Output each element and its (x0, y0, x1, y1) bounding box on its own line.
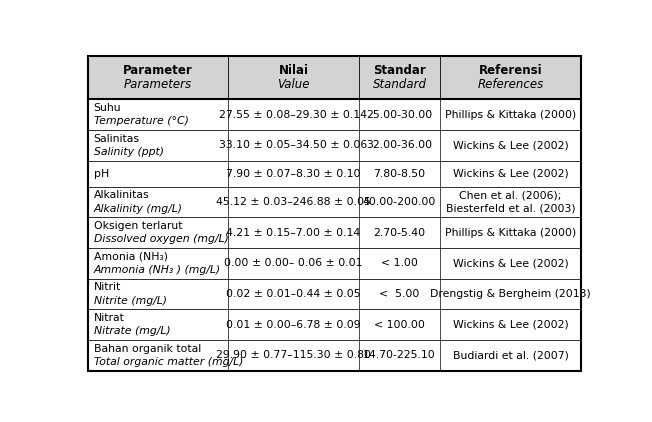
Text: 0.01 ± 0.00–6.78 ± 0.09: 0.01 ± 0.00–6.78 ± 0.09 (226, 320, 361, 330)
Text: Wickins & Lee (2002): Wickins & Lee (2002) (452, 169, 569, 179)
Text: Total organic matter (mg/L): Total organic matter (mg/L) (94, 357, 243, 367)
Text: Budiardi et al. (2007): Budiardi et al. (2007) (452, 350, 569, 360)
Text: 7.90 ± 0.07–8.30 ± 0.10: 7.90 ± 0.07–8.30 ± 0.10 (226, 169, 361, 179)
Bar (87, 99, 581, 130)
Text: Biesterfeld et al. (2003): Biesterfeld et al. (2003) (446, 203, 575, 213)
Text: Parameter: Parameter (123, 64, 193, 77)
Bar (87, 56, 581, 99)
Text: Alkalinitas: Alkalinitas (94, 190, 149, 200)
Text: 27.55 ± 0.08–29.30 ± 0.14: 27.55 ± 0.08–29.30 ± 0.14 (220, 110, 368, 120)
Text: Temperature (°C): Temperature (°C) (94, 116, 188, 127)
Text: Suhu: Suhu (94, 103, 121, 113)
Text: Referensi: Referensi (479, 64, 542, 77)
Text: < 1.00: < 1.00 (381, 258, 418, 268)
Text: Nitrate (mg/L): Nitrate (mg/L) (94, 327, 170, 336)
Text: Phillips & Kittaka (2000): Phillips & Kittaka (2000) (445, 228, 576, 238)
Text: Salinity (ppt): Salinity (ppt) (94, 147, 164, 157)
Bar (87, 279, 581, 309)
Text: 45.12 ± 0.03–246.88 ± 0.05: 45.12 ± 0.03–246.88 ± 0.05 (216, 197, 371, 207)
Text: < 100.00: < 100.00 (374, 320, 425, 330)
Text: Wickins & Lee (2002): Wickins & Lee (2002) (452, 258, 569, 268)
Bar (87, 248, 581, 279)
Text: Drengstig & Bergheim (2013): Drengstig & Bergheim (2013) (430, 289, 591, 299)
Text: 14.70-225.10: 14.70-225.10 (363, 350, 436, 360)
Text: Parameters: Parameters (124, 78, 192, 91)
Bar (87, 217, 581, 248)
Text: 33.10 ± 0.05–34.50 ± 0.06: 33.10 ± 0.05–34.50 ± 0.06 (219, 141, 368, 150)
Text: Chen et al. (2006);: Chen et al. (2006); (459, 191, 561, 201)
Text: Phillips & Kittaka (2000): Phillips & Kittaka (2000) (445, 110, 576, 120)
Text: Amonia (NH₃): Amonia (NH₃) (94, 252, 168, 262)
Bar (87, 187, 581, 217)
Text: 40.00-200.00: 40.00-200.00 (363, 197, 436, 207)
Text: Standar: Standar (373, 64, 426, 77)
Text: Wickins & Lee (2002): Wickins & Lee (2002) (452, 320, 569, 330)
Text: Bahan organik total: Bahan organik total (94, 344, 201, 354)
Bar (87, 130, 581, 161)
Text: <  5.00: < 5.00 (379, 289, 420, 299)
Text: Dissolved oxygen (mg/L): Dissolved oxygen (mg/L) (94, 235, 228, 244)
Bar (87, 340, 581, 371)
Bar (87, 161, 581, 187)
Text: 32.00-36.00: 32.00-36.00 (366, 141, 432, 150)
Text: Wickins & Lee (2002): Wickins & Lee (2002) (452, 141, 569, 150)
Text: 0.02 ± 0.01–0.44 ± 0.05: 0.02 ± 0.01–0.44 ± 0.05 (226, 289, 361, 299)
Text: 25.00-30.00: 25.00-30.00 (366, 110, 433, 120)
Text: References: References (477, 78, 544, 91)
Text: Oksigen terlarut: Oksigen terlarut (94, 221, 182, 231)
Text: Nitrite (mg/L): Nitrite (mg/L) (94, 296, 167, 306)
Text: 4.21 ± 0.15–7.00 ± 0.14: 4.21 ± 0.15–7.00 ± 0.14 (226, 228, 361, 238)
Text: Nilai: Nilai (278, 64, 308, 77)
Text: Salinitas: Salinitas (94, 134, 140, 143)
Text: 7.80-8.50: 7.80-8.50 (374, 169, 426, 179)
Text: 29.90 ± 0.77–115.30 ± 0.80: 29.90 ± 0.77–115.30 ± 0.80 (216, 350, 371, 360)
Text: Value: Value (277, 78, 310, 91)
Text: pH: pH (94, 169, 109, 179)
Text: Nitrit: Nitrit (94, 282, 121, 292)
Text: Ammonia (NH₃ ) (mg/L): Ammonia (NH₃ ) (mg/L) (94, 265, 221, 275)
Text: Alkalinity (mg/L): Alkalinity (mg/L) (94, 204, 183, 214)
Text: 2.70-5.40: 2.70-5.40 (374, 228, 426, 238)
Text: Nitrat: Nitrat (94, 313, 125, 323)
Bar (87, 309, 581, 340)
Text: 0.00 ± 0.00– 0.06 ± 0.01: 0.00 ± 0.00– 0.06 ± 0.01 (224, 258, 363, 268)
Text: Standard: Standard (372, 78, 426, 91)
